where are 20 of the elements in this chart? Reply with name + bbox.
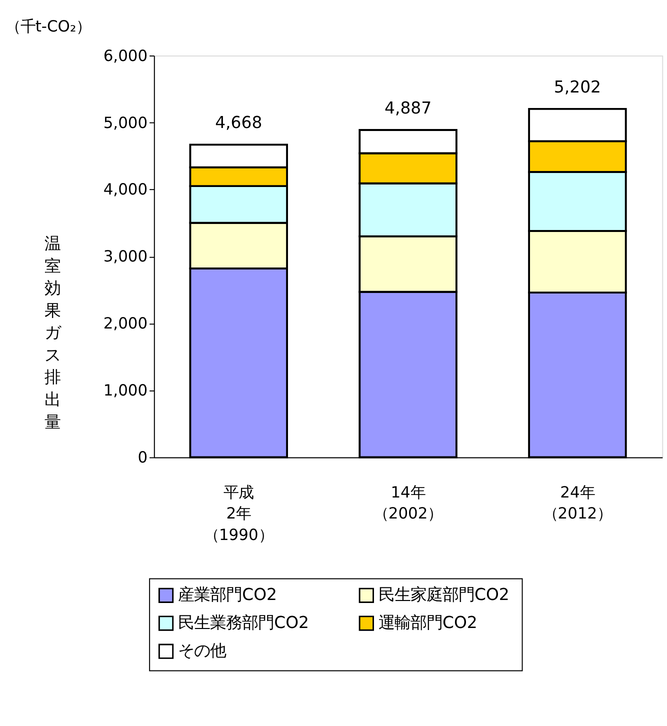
y-tick-label: 4,000 (103, 180, 148, 199)
total-label: 5,202 (554, 77, 601, 96)
total-label: 4,668 (215, 113, 262, 132)
y-tick-label: 0 (138, 448, 148, 467)
legend-label: 運輸部門CO2 (378, 613, 478, 632)
y-tick-label: 6,000 (103, 46, 148, 65)
x-tick-label: 14年（2002） (373, 483, 443, 523)
legend-label: 民生家庭部門CO2 (378, 585, 510, 604)
y-tick-label: 3,000 (103, 248, 148, 266)
legend-label: 民生業務部門CO2 (178, 613, 309, 632)
y-tick-label: 2,000 (103, 314, 148, 333)
legend-label: 産業部門CO2 (178, 585, 277, 604)
x-tick-label: 平成2年（1990） (204, 483, 274, 544)
text: 温室効果ガス排出量 (44, 234, 60, 432)
total-label: 4,887 (384, 98, 432, 118)
chart-subtitle: （千t-CO₂） (5, 17, 92, 36)
legend-label: その他 (178, 641, 226, 660)
x-tick-label: 24年（2012） (542, 483, 612, 523)
y-tick-label: 1,000 (103, 382, 148, 400)
y-tick-label: 5,000 (103, 114, 148, 132)
